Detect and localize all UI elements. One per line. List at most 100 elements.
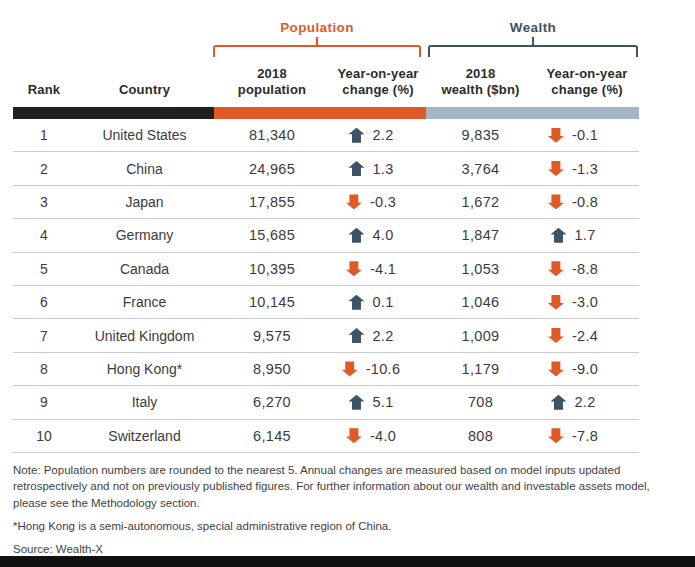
wealth-change-value: 1.7 [574,227,595,243]
table-row: 3 Japan 17,855 -0.3 1,672 -0.8 [13,186,639,219]
group-header-row: Population Wealth [0,20,695,36]
population-cell: 10,395 [214,261,330,277]
divider-segment-black [13,107,214,119]
population-column-header: 2018 population [214,66,330,104]
population-cell: 81,340 [214,127,330,143]
rank-cell: 2 [13,161,75,177]
wealth-cell: 1,672 [426,194,535,210]
wealth-change-arrow-icon [548,295,564,310]
rank-cell: 5 [13,261,75,277]
population-change-arrow-icon [346,261,362,276]
country-cell: Canada [75,261,214,277]
wealth-group-label: Wealth [428,20,638,35]
wealth-change-arrow-icon [550,395,566,410]
population-change-value: 5.1 [372,394,393,410]
wealth-cell: 9,835 [426,127,535,143]
population-change-arrow-icon [346,194,362,209]
table-row: 1 United States 81,340 2.2 9,835 -0.1 [13,119,639,152]
country-cell: Italy [75,394,214,410]
wealth-change-column-header: Year-on-year change (%) [535,66,639,104]
wealth-change-value: -8.8 [572,261,598,277]
table-row: 10 Switzerland 6,145 -4.0 808 -7.8 [13,420,639,453]
population-change-cell: -10.6 [330,361,426,377]
country-cell: Switzerland [75,428,214,444]
country-cell: Hong Kong* [75,361,214,377]
population-cell: 15,685 [214,227,330,243]
population-bracket-tick [316,37,318,46]
population-change-value: 2.2 [372,127,393,143]
population-change-arrow-icon [348,161,364,176]
bracket-row [0,45,695,58]
population-change-cell: 1.3 [330,161,426,177]
wealth-cell: 1,009 [426,328,535,344]
table-row: 5 Canada 10,395 -4.1 1,053 -8.8 [13,253,639,286]
population-change-arrow-icon [348,328,364,343]
population-change-arrow-icon [348,295,364,310]
bottom-black-bar [0,556,695,567]
country-column-header: Country [75,82,214,104]
population-change-arrow-icon [348,228,364,243]
population-change-arrow-icon [348,128,364,143]
wealth-population-table-page: Population Wealth Rank Country 2018 popu… [0,0,695,567]
wealth-change-arrow-icon [548,361,564,376]
country-cell: France [75,294,214,310]
wealth-change-cell: -7.8 [535,428,639,444]
country-cell: United States [75,127,214,143]
wealth-change-cell: -8.8 [535,261,639,277]
table-row: 8 Hong Kong* 8,950 -10.6 1,179 -9.0 [13,353,639,386]
table-row: 7 United Kingdom 9,575 2.2 1,009 -2.4 [13,319,639,352]
hong-kong-footnote: *Hong Kong is a semi-autonomous, special… [13,520,675,532]
divider-segment-bluegray [426,107,639,119]
wealth-cell: 1,847 [426,227,535,243]
wealth-cell: 1,046 [426,294,535,310]
population-change-arrow-icon [342,361,358,376]
wealth-change-value: -1.3 [572,161,598,177]
population-cell: 6,270 [214,394,330,410]
wealth-change-cell: 1.7 [535,227,639,243]
population-change-value: 4.0 [372,227,393,243]
wealth-change-value: -9.0 [572,361,598,377]
wealth-change-value: -3.0 [572,294,598,310]
rank-column-header: Rank [13,82,75,104]
population-change-cell: 0.1 [330,294,426,310]
population-change-cell: 2.2 [330,127,426,143]
wealth-bracket-tick [532,37,534,46]
wealth-change-value: -0.1 [572,127,598,143]
rank-cell: 3 [13,194,75,210]
population-change-cell: -4.0 [330,428,426,444]
header-divider-bar [13,107,639,119]
wealth-change-arrow-icon [548,161,564,176]
population-cell: 8,950 [214,361,330,377]
population-cell: 6,145 [214,428,330,444]
rank-cell: 10 [13,428,75,444]
divider-segment-orange [214,107,426,119]
footnotes: Note: Population numbers are rounded to … [13,462,675,555]
population-change-arrow-icon [348,395,364,410]
rank-cell: 1 [13,127,75,143]
country-cell: Germany [75,227,214,243]
wealth-change-arrow-icon [548,428,564,443]
country-cell: United Kingdom [75,328,214,344]
wealth-change-cell: -3.0 [535,294,639,310]
wealth-change-arrow-icon [548,128,564,143]
population-bracket [213,45,421,57]
population-change-value: 2.2 [372,328,393,344]
wealth-change-arrow-icon [548,261,564,276]
population-change-value: -10.6 [366,361,401,377]
population-change-cell: -4.1 [330,261,426,277]
rank-cell: 4 [13,227,75,243]
country-cell: China [75,161,214,177]
wealth-change-cell: -9.0 [535,361,639,377]
population-change-cell: 5.1 [330,394,426,410]
wealth-bracket [428,45,638,57]
wealth-cell: 1,179 [426,361,535,377]
population-change-value: 0.1 [372,294,393,310]
table-row: 9 Italy 6,270 5.1 708 2.2 [13,386,639,419]
population-cell: 9,575 [214,328,330,344]
wealth-column-header: 2018 wealth ($bn) [426,66,535,104]
wealth-cell: 3,764 [426,161,535,177]
population-cell: 17,855 [214,194,330,210]
wealth-change-cell: -0.8 [535,194,639,210]
wealth-change-value: 2.2 [574,394,595,410]
population-change-column-header: Year-on-year change (%) [330,66,426,104]
